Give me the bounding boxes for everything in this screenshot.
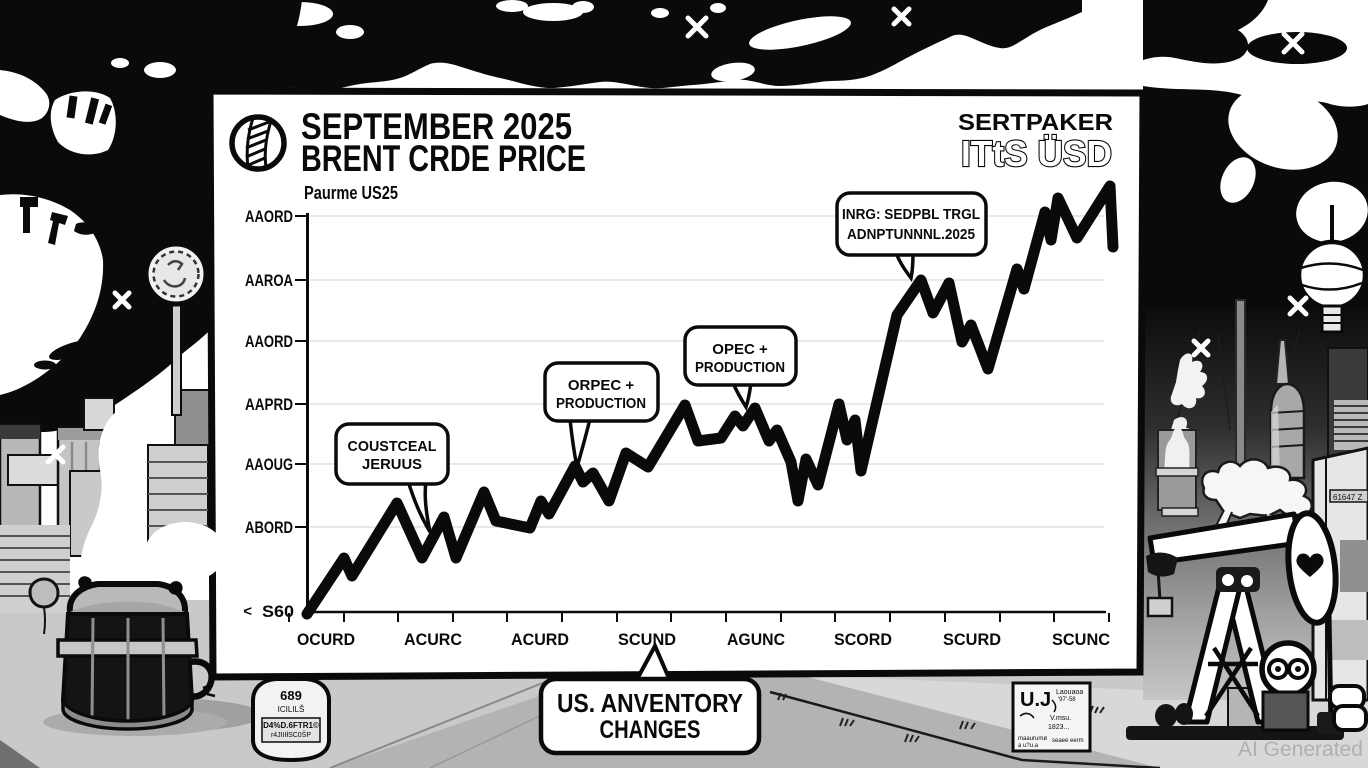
svg-text:SCUNC: SCUNC xyxy=(1052,631,1110,649)
svg-text:SEPTEMBER 2025: SEPTEMBER 2025 xyxy=(301,106,572,147)
svg-text:<: < xyxy=(243,603,252,620)
svg-text:AAPRD: AAPRD xyxy=(245,395,293,414)
svg-text:a u?u.a: a u?u.a xyxy=(1018,743,1039,749)
svg-text:US. ANVENTORY: US. ANVENTORY xyxy=(557,688,743,718)
svg-text:AGUNC: AGUNC xyxy=(727,631,785,649)
svg-text:AAOUG: AAOUG xyxy=(245,455,293,474)
svg-text:OCURD: OCURD xyxy=(297,631,355,649)
svg-text:AAROA: AAROA xyxy=(245,271,293,290)
svg-text:ACURC: ACURC xyxy=(404,631,462,649)
svg-text:ITtS ÜSD: ITtS ÜSD xyxy=(961,133,1112,174)
svg-text:D4%D.6FTR1©: D4%D.6FTR1© xyxy=(263,721,319,730)
svg-text:seaee eerm: seaee eerm xyxy=(1052,738,1084,744)
svg-text:JERUUS: JERUUS xyxy=(362,456,422,473)
svg-text:U.J: U.J xyxy=(1020,689,1051,711)
svg-text:Laouaoa: Laouaoa xyxy=(1056,689,1083,696)
svg-text:Paurme US25: Paurme US25 xyxy=(304,183,398,203)
svg-text:ABORD: ABORD xyxy=(245,518,293,537)
svg-text:S60: S60 xyxy=(262,602,294,621)
svg-text:AAORD: AAORD xyxy=(245,332,293,351)
svg-text:CHANGES: CHANGES xyxy=(600,716,701,744)
svg-text:OPEC +: OPEC + xyxy=(712,341,768,358)
svg-text:maaurumø: maaurumø xyxy=(1018,736,1047,742)
svg-text:ACURD: ACURD xyxy=(511,631,569,649)
svg-text:V.msu.: V.msu. xyxy=(1050,715,1071,722)
svg-text:689: 689 xyxy=(280,688,302,703)
svg-text:ORPEC +: ORPEC + xyxy=(568,377,635,394)
svg-text:COUSTCEAL: COUSTCEAL xyxy=(348,438,437,455)
svg-text:61647 Z: 61647 Z xyxy=(1333,493,1362,502)
svg-text:AI Generated: AI Generated xyxy=(1238,738,1363,761)
svg-text:BRENT CRDE PRICE: BRENT CRDE PRICE xyxy=(301,138,586,179)
svg-text:ICILILŠ: ICILILŠ xyxy=(278,705,305,714)
svg-text:AAORD: AAORD xyxy=(245,207,293,226)
svg-text:1823...: 1823... xyxy=(1048,724,1069,731)
svg-text:ADNPTUNNNL.2025: ADNPTUNNNL.2025 xyxy=(847,227,975,243)
svg-text:SCUND: SCUND xyxy=(618,631,676,649)
svg-text:INRG: SEDPBL TRGL: INRG: SEDPBL TRGL xyxy=(842,207,980,223)
svg-text:SCORD: SCORD xyxy=(834,631,892,649)
svg-text:'97'-58: '97'-58 xyxy=(1058,697,1076,703)
svg-text:r4JIIIłSC0ŠP: r4JIIIłSC0ŠP xyxy=(271,730,311,739)
svg-text:SCURD: SCURD xyxy=(943,631,1001,649)
svg-text:PRODUCTION: PRODUCTION xyxy=(695,359,785,376)
svg-text:PRODUCTION: PRODUCTION xyxy=(556,395,646,412)
svg-text:SERTPAKER: SERTPAKER xyxy=(958,109,1113,135)
